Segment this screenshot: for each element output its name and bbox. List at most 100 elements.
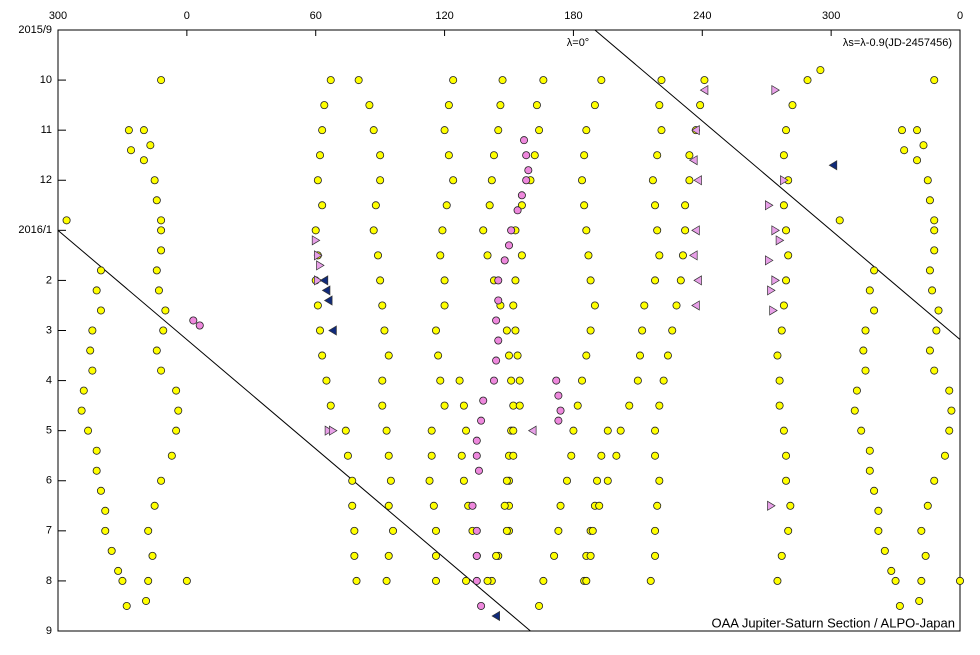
point <box>921 551 930 560</box>
point <box>655 476 664 485</box>
point <box>380 326 389 335</box>
point <box>691 125 700 136</box>
point <box>655 401 664 410</box>
y-tick-label: 6 <box>46 475 52 487</box>
point <box>593 476 602 485</box>
point <box>146 141 155 150</box>
point <box>775 235 785 246</box>
point <box>348 501 357 510</box>
point <box>157 366 166 375</box>
point <box>597 451 606 460</box>
point <box>655 101 664 110</box>
point <box>651 201 660 210</box>
point <box>365 101 374 110</box>
point <box>492 356 501 365</box>
point <box>487 176 496 185</box>
point <box>696 101 705 110</box>
point <box>509 451 518 460</box>
point <box>462 426 471 435</box>
point <box>369 126 378 135</box>
point <box>150 501 159 510</box>
point <box>511 276 520 285</box>
point <box>522 176 531 185</box>
point <box>427 426 436 435</box>
point <box>504 351 513 360</box>
point <box>923 176 932 185</box>
point <box>940 451 949 460</box>
point <box>150 176 159 185</box>
point <box>782 451 791 460</box>
point <box>653 226 662 235</box>
point <box>779 151 788 160</box>
point <box>527 425 537 436</box>
point <box>777 551 786 560</box>
point <box>316 326 325 335</box>
point <box>930 216 939 225</box>
point <box>865 446 874 455</box>
point <box>556 406 565 415</box>
point <box>539 576 548 585</box>
point <box>489 151 498 160</box>
point <box>590 101 599 110</box>
point <box>874 506 883 515</box>
point <box>77 406 86 415</box>
point <box>122 601 131 610</box>
point <box>350 551 359 560</box>
point <box>494 336 503 345</box>
point <box>195 321 204 330</box>
y-tick-label: 5 <box>46 425 52 437</box>
point <box>438 226 447 235</box>
point <box>678 251 687 260</box>
point <box>462 576 471 585</box>
point <box>779 426 788 435</box>
point <box>440 301 449 310</box>
point <box>915 596 924 605</box>
point <box>491 610 500 622</box>
point <box>386 476 395 485</box>
point <box>773 351 782 360</box>
point <box>389 526 398 535</box>
point <box>449 76 458 85</box>
point <box>616 426 625 435</box>
point <box>861 366 870 375</box>
point <box>449 176 458 185</box>
point <box>923 501 932 510</box>
point <box>436 251 445 260</box>
point <box>590 301 599 310</box>
point <box>313 301 322 310</box>
reference-line <box>594 29 961 340</box>
point <box>550 551 559 560</box>
point <box>472 436 481 445</box>
point <box>784 251 793 260</box>
point <box>88 366 97 375</box>
point <box>930 246 939 255</box>
point <box>782 276 791 285</box>
point <box>319 275 329 286</box>
point <box>786 501 795 510</box>
point <box>472 526 481 535</box>
point <box>504 241 513 250</box>
point <box>928 286 937 295</box>
point <box>567 451 576 460</box>
point <box>479 396 488 405</box>
point <box>925 266 934 275</box>
point <box>580 151 589 160</box>
point <box>472 551 481 560</box>
point <box>434 351 443 360</box>
point <box>507 376 516 385</box>
point <box>956 576 965 585</box>
point <box>651 451 660 460</box>
point <box>318 126 327 135</box>
point <box>947 406 956 415</box>
point <box>429 501 438 510</box>
point <box>597 76 606 85</box>
point <box>378 376 387 385</box>
point <box>775 401 784 410</box>
point <box>515 401 524 410</box>
x-tick-label: 180 <box>564 10 582 22</box>
point <box>569 426 578 435</box>
point <box>586 276 595 285</box>
point <box>314 275 323 286</box>
point <box>780 175 789 186</box>
